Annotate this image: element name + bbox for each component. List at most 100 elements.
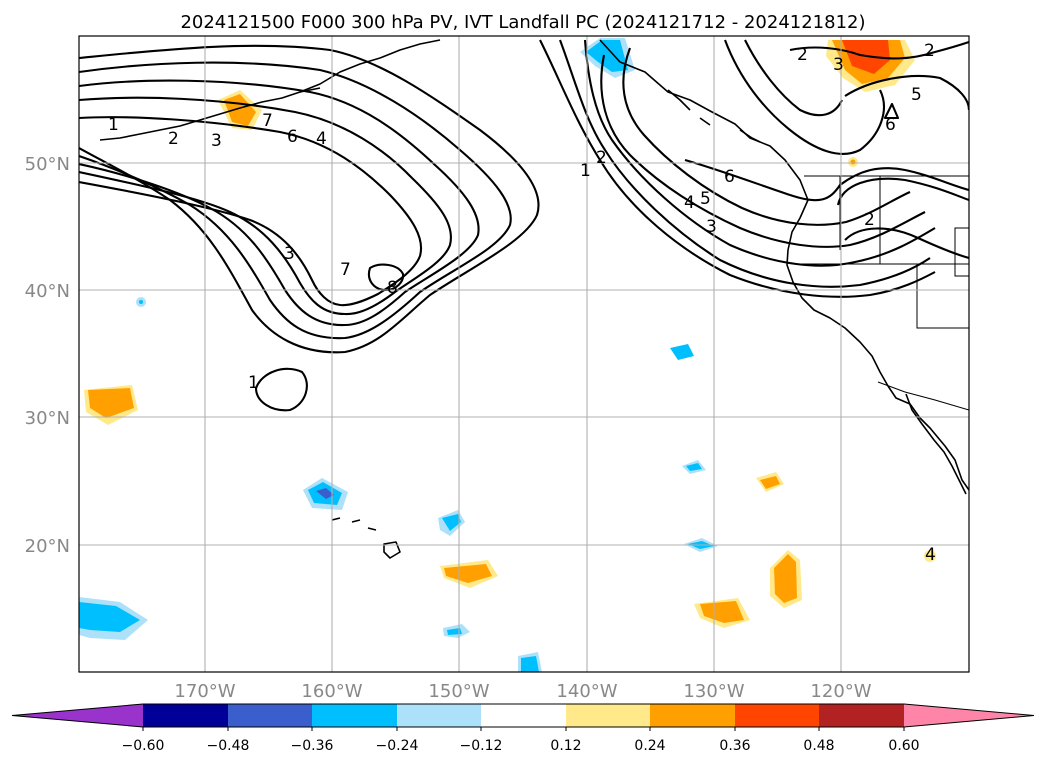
pv-contour-label: 6 [885, 115, 896, 135]
colorbar: −0.60 −0.48 −0.36 −0.24 −0.12 0.12 0.24 … [11, 703, 1035, 754]
ivt-blob-positive [444, 564, 492, 583]
pv-contour-label: 5 [700, 189, 711, 209]
longitude-label: 120°W [810, 681, 871, 702]
coastline-alaska [299, 39, 441, 93]
colorbar-extend-max [904, 704, 1034, 727]
colorbar-tick-label: 0.48 [803, 738, 834, 754]
pv-contour [539, 39, 936, 298]
latitude-label: 40°N [25, 281, 70, 302]
longitude-label: 130°W [683, 681, 744, 702]
pv-contour [79, 61, 512, 340]
pv-contour [367, 263, 405, 292]
colorbar-segment [397, 704, 481, 727]
colorbar-ticks [142, 727, 905, 731]
longitude-label: 150°W [428, 681, 489, 702]
pv-contour [883, 102, 900, 120]
pv-contour-label: 2 [797, 45, 808, 65]
pv-contour-label: 6 [287, 127, 298, 147]
longitude-labels: 170°W 160°W 150°W 140°W 130°W 120°W [174, 681, 871, 702]
colorbar-segment [312, 704, 397, 727]
colorbar-tick-label: −0.12 [460, 738, 503, 754]
border-interior [954, 227, 969, 277]
ivt-blob-positive [88, 388, 134, 418]
latitude-label: 30°N [25, 408, 70, 429]
latitude-label: 50°N [25, 154, 70, 175]
pv-contour-label: 3 [211, 131, 222, 151]
ivt-blob-positive [760, 476, 780, 489]
pv-contour [622, 47, 911, 226]
ivt-blob-positive [850, 159, 856, 165]
pv-contour-label: 2 [168, 129, 179, 149]
gridlines [79, 36, 969, 672]
pv-contour-label: 4 [684, 193, 695, 213]
coastline-baja [905, 393, 967, 495]
colorbar-segment [566, 704, 650, 727]
coastlines [99, 39, 969, 559]
ivt-blob-positive [924, 550, 936, 562]
pv-contour-labels: 1 2 3 7 6 4 8 7 3 1 2 1 4 5 3 6 2 3 5 6 [108, 41, 936, 565]
pv-contour-label: 2 [924, 41, 935, 61]
pv-contour [744, 39, 843, 117]
ivt-blob-negative [139, 300, 143, 304]
pv-contour [600, 54, 926, 248]
pv-contour-label: 3 [833, 55, 844, 75]
colorbar-segment [819, 704, 904, 727]
coastline-north-america [599, 39, 969, 491]
colorbar-tick-label: 0.12 [550, 738, 581, 754]
longitude-label: 140°W [556, 681, 617, 702]
border-states [800, 176, 969, 329]
coastline-hawaii [331, 517, 401, 559]
pv-contour [559, 39, 931, 288]
pv-contour-label: 3 [706, 217, 717, 237]
ivt-blob-negative [521, 656, 539, 672]
ivt-blob-negative [586, 40, 628, 72]
ivt-blob-negative [686, 463, 702, 471]
colorbar-segment [735, 704, 819, 727]
pv-contour [844, 227, 969, 260]
pv-contour-label: 8 [387, 278, 398, 298]
pv-contour [684, 158, 969, 202]
pv-contour-label: 7 [340, 260, 351, 280]
map-title: 2024121500 F000 300 hPa PV, IVT Landfall… [180, 12, 865, 33]
colorbar-segment [228, 704, 312, 727]
pv-contour [836, 177, 969, 206]
colorbar-extend-min [12, 704, 143, 727]
pv-contour [583, 39, 936, 267]
colorbar-segment [650, 704, 735, 727]
pv-contours [79, 39, 969, 412]
ivt-blob-positive [700, 601, 744, 623]
ivt-blob-negative [79, 602, 140, 632]
latitude-label: 20°N [25, 536, 70, 557]
map-background [79, 36, 969, 672]
map-panel: 1 2 3 7 6 4 8 7 3 1 2 1 4 5 3 6 2 3 5 6 [25, 35, 970, 702]
pv-contour-label: 4 [925, 545, 936, 565]
colorbar-tick-label: −0.48 [207, 738, 250, 754]
pv-contour-label: 1 [108, 115, 119, 135]
pv-contour-label: 5 [911, 85, 922, 105]
coastline-aleutians [99, 87, 321, 141]
pv-contour-label: 7 [262, 111, 273, 131]
borders [800, 175, 969, 411]
pv-contour-label: 2 [864, 210, 875, 230]
pv-contour-label: 6 [724, 167, 735, 187]
ivt-blob-negative [670, 344, 694, 360]
colorbar-tick-label: 0.24 [634, 738, 665, 754]
pv-contour [789, 41, 969, 60]
ivt-blob-negative [447, 628, 462, 635]
pv-contour-label: 3 [284, 244, 295, 264]
longitude-label: 160°W [301, 681, 362, 702]
colorbar-tick-label: −0.24 [376, 738, 419, 754]
longitude-label: 170°W [174, 681, 235, 702]
colorbar-tick-label: −0.36 [291, 738, 334, 754]
latitude-labels: 50°N 40°N 30°N 20°N [25, 154, 70, 557]
pv-contour-label: 4 [316, 129, 327, 149]
pv-contour-label: 2 [596, 148, 607, 168]
colorbar-tick-label: 0.36 [719, 738, 750, 754]
ivt-blob-negative [442, 514, 461, 531]
pv-contour [844, 75, 969, 111]
colorbar-tick-labels: −0.60 −0.48 −0.36 −0.24 −0.12 0.12 0.24 … [122, 738, 920, 754]
map-frame [78, 35, 970, 673]
colorbar-segment [481, 704, 566, 727]
colorbar-tick-label: −0.60 [122, 738, 165, 754]
